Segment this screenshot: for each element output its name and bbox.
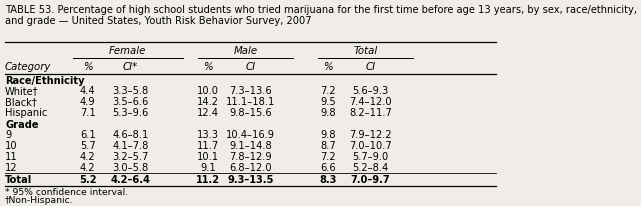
Text: Grade: Grade (5, 119, 38, 129)
Text: %: % (83, 62, 92, 72)
Text: 7.4–12.0: 7.4–12.0 (349, 97, 392, 107)
Text: 3.3–5.8: 3.3–5.8 (112, 85, 148, 95)
Text: %: % (203, 62, 213, 72)
Text: 9.8–15.6: 9.8–15.6 (229, 108, 272, 118)
Text: 12: 12 (5, 163, 18, 173)
Text: 9.8: 9.8 (320, 108, 336, 118)
Text: 6.6: 6.6 (320, 163, 336, 173)
Text: Total: Total (353, 46, 378, 56)
Text: Male: Male (233, 46, 258, 56)
Text: 8.2–11.7: 8.2–11.7 (349, 108, 392, 118)
Text: 8.7: 8.7 (320, 140, 336, 150)
Text: CI: CI (246, 62, 256, 72)
Text: CI*: CI* (122, 62, 138, 72)
Text: 4.4: 4.4 (80, 85, 96, 95)
Text: 14.2: 14.2 (197, 97, 219, 107)
Text: 10.1: 10.1 (197, 152, 219, 162)
Text: Hispanic: Hispanic (5, 108, 47, 118)
Text: 12.4: 12.4 (197, 108, 219, 118)
Text: 8.3: 8.3 (319, 174, 337, 184)
Text: 11.7: 11.7 (197, 140, 219, 150)
Text: %: % (323, 62, 333, 72)
Text: 7.2: 7.2 (320, 85, 336, 95)
Text: 4.6–8.1: 4.6–8.1 (112, 129, 149, 139)
Text: 5.7: 5.7 (80, 140, 96, 150)
Text: White†: White† (5, 85, 38, 95)
Text: 4.2–6.4: 4.2–6.4 (110, 174, 150, 184)
Text: 7.9–12.2: 7.9–12.2 (349, 129, 392, 139)
Text: 10.0: 10.0 (197, 85, 219, 95)
Text: * 95% confidence interval.: * 95% confidence interval. (5, 187, 128, 196)
Text: 4.9: 4.9 (80, 97, 96, 107)
Text: 3.0–5.8: 3.0–5.8 (112, 163, 148, 173)
Text: TABLE 53. Percentage of high school students who tried marijuana for the first t: TABLE 53. Percentage of high school stud… (5, 5, 637, 26)
Text: 9.8: 9.8 (320, 129, 336, 139)
Text: 7.0–10.7: 7.0–10.7 (349, 140, 392, 150)
Text: 6.1: 6.1 (79, 129, 96, 139)
Text: 9.3–13.5: 9.3–13.5 (227, 174, 274, 184)
Text: Total: Total (5, 174, 32, 184)
Text: †Non-Hispanic.: †Non-Hispanic. (5, 195, 74, 204)
Text: 11.2: 11.2 (196, 174, 220, 184)
Text: 9.1: 9.1 (200, 163, 216, 173)
Text: 11: 11 (5, 152, 18, 162)
Text: 5.3–9.6: 5.3–9.6 (112, 108, 148, 118)
Text: Black†: Black† (5, 97, 37, 107)
Text: 11.1–18.1: 11.1–18.1 (226, 97, 275, 107)
Text: 5.6–9.3: 5.6–9.3 (353, 85, 388, 95)
Text: 10: 10 (5, 140, 18, 150)
Text: 4.1–7.8: 4.1–7.8 (112, 140, 149, 150)
Text: 7.3–13.6: 7.3–13.6 (229, 85, 272, 95)
Text: Race/Ethnicity: Race/Ethnicity (5, 75, 85, 85)
Text: 10.4–16.9: 10.4–16.9 (226, 129, 275, 139)
Text: CI: CI (365, 62, 376, 72)
Text: 7.8–12.9: 7.8–12.9 (229, 152, 272, 162)
Text: 7.2: 7.2 (320, 152, 336, 162)
Text: 9.5: 9.5 (320, 97, 336, 107)
Text: 5.7–9.0: 5.7–9.0 (353, 152, 388, 162)
Text: 3.5–6.6: 3.5–6.6 (112, 97, 148, 107)
Text: 7.0–9.7: 7.0–9.7 (351, 174, 390, 184)
Text: 6.8–12.0: 6.8–12.0 (229, 163, 272, 173)
Text: 5.2: 5.2 (79, 174, 96, 184)
Text: 5.2–8.4: 5.2–8.4 (353, 163, 388, 173)
Text: 13.3: 13.3 (197, 129, 219, 139)
Text: Female: Female (109, 46, 146, 56)
Text: 7.1: 7.1 (79, 108, 96, 118)
Text: Category: Category (5, 62, 51, 72)
Text: 4.2: 4.2 (80, 152, 96, 162)
Text: 4.2: 4.2 (80, 163, 96, 173)
Text: 9.1–14.8: 9.1–14.8 (229, 140, 272, 150)
Text: 9: 9 (5, 129, 12, 139)
Text: 3.2–5.7: 3.2–5.7 (112, 152, 148, 162)
